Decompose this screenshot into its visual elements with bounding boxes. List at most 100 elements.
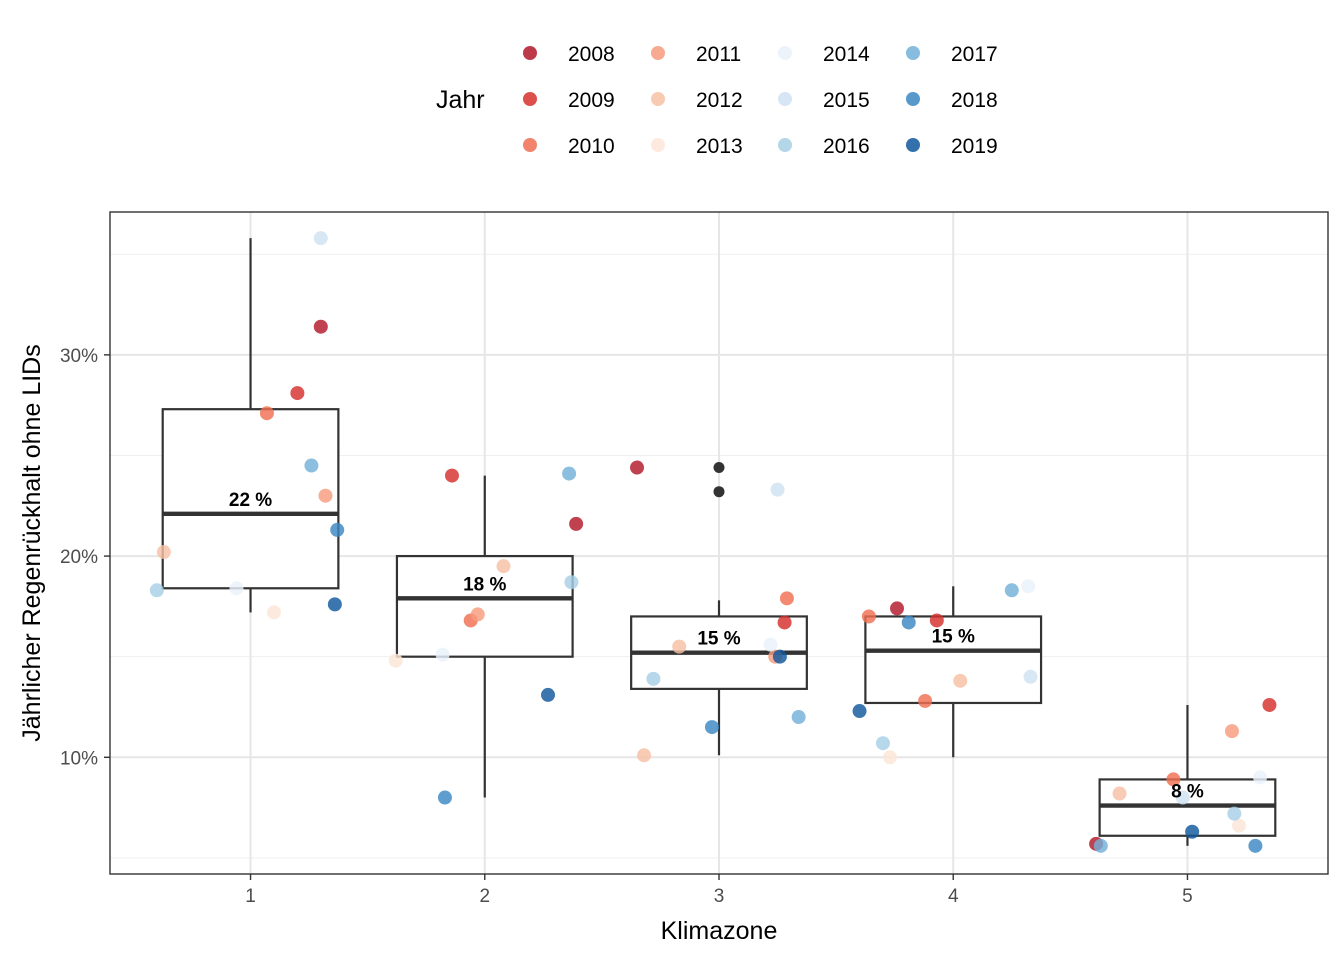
point-2011	[471, 607, 485, 621]
legend-label: 2012	[696, 89, 743, 112]
point-2019	[541, 688, 555, 702]
point-2018	[902, 615, 916, 629]
point-2018	[438, 791, 452, 805]
point-2012	[1113, 787, 1127, 801]
point-2008	[569, 517, 583, 531]
legend-entries: 2008 2009 2010 2011 2012 2013 2014 2015 2016 2017…	[523, 43, 998, 158]
legend-entry-2013: 2013	[651, 135, 743, 158]
x-axis-title: Klimazone	[661, 917, 778, 945]
legend-label: 2019	[951, 135, 998, 158]
x-axis: 1 2 3 4 5	[245, 874, 1193, 907]
legend-key-dot	[778, 92, 792, 106]
x-tick-label: 1	[245, 886, 256, 907]
legend-key-dot	[523, 46, 537, 60]
median-label: 15 %	[932, 627, 975, 648]
outlier-point	[714, 462, 725, 473]
point-2015	[1024, 670, 1038, 684]
point-2014	[764, 638, 778, 652]
point-2010	[862, 609, 876, 623]
point-2017	[1005, 583, 1019, 597]
legend-entry-2017: 2017	[906, 43, 998, 66]
point-2013	[883, 750, 897, 764]
legend-label: 2017	[951, 43, 998, 66]
legend-key-dot	[523, 138, 537, 152]
legend-entry-2008: 2008	[523, 43, 615, 66]
plot-area: 22 % 18 % 15 % 15 % 8 %	[110, 212, 1328, 874]
legend-key-dot	[523, 92, 537, 106]
legend-key-dot	[906, 138, 920, 152]
point-2014	[1253, 770, 1267, 784]
point-2012	[637, 748, 651, 762]
point-2012	[157, 545, 171, 559]
point-2017	[304, 459, 318, 473]
point-2015	[771, 483, 785, 497]
legend-key-dot	[778, 46, 792, 60]
point-2011	[1225, 724, 1239, 738]
legend-entry-2012: 2012	[651, 89, 743, 112]
x-tick-label: 4	[948, 886, 959, 907]
point-2015	[314, 231, 328, 245]
point-2016	[564, 575, 578, 589]
y-axis-title: Jährlicher Regenrückhalt ohne LIDs	[18, 344, 46, 741]
point-2018	[1248, 839, 1262, 853]
point-2014	[229, 581, 243, 595]
legend-key-dot	[778, 138, 792, 152]
point-2009	[290, 386, 304, 400]
point-2008	[630, 461, 644, 475]
legend-label: 2011	[696, 43, 741, 66]
x-tick-label: 2	[479, 886, 490, 907]
point-2016	[646, 672, 660, 686]
point-2019	[773, 650, 787, 664]
legend-label: 2014	[823, 43, 870, 66]
legend-entry-2014: 2014	[778, 43, 870, 66]
point-2018	[330, 523, 344, 537]
point-2017	[562, 467, 576, 481]
point-2009	[778, 615, 792, 629]
median-label: 15 %	[697, 629, 740, 650]
point-2019	[1185, 825, 1199, 839]
point-2011	[318, 489, 332, 503]
legend-entry-2010: 2010	[523, 135, 615, 158]
legend-label: 2013	[696, 135, 743, 158]
y-tick-label: 30%	[60, 346, 98, 367]
point-2018	[705, 720, 719, 734]
y-tick-label: 20%	[60, 547, 98, 568]
legend-key-dot	[906, 92, 920, 106]
legend-title: Jahr	[436, 86, 485, 114]
legend-entry-2015: 2015	[778, 89, 870, 112]
legend-label: 2016	[823, 135, 870, 158]
point-2013	[389, 654, 403, 668]
point-2016	[150, 583, 164, 597]
legend-label: 2010	[568, 135, 615, 158]
point-2014	[1021, 579, 1035, 593]
legend-label: 2009	[568, 89, 615, 112]
point-2016	[1227, 807, 1241, 821]
point-2009	[1262, 698, 1276, 712]
point-2013	[267, 605, 281, 619]
point-2012	[497, 559, 511, 573]
point-2009	[930, 613, 944, 627]
legend-key-dot	[651, 92, 665, 106]
point-2017	[792, 710, 806, 724]
legend-entry-2018: 2018	[906, 89, 998, 112]
legend-label: 2008	[568, 43, 615, 66]
point-2009	[445, 469, 459, 483]
median-label: 22 %	[229, 490, 272, 511]
point-2019	[853, 704, 867, 718]
y-axis: 10%20%30%	[60, 346, 110, 769]
legend-entry-2016: 2016	[778, 135, 870, 158]
point-2017	[1094, 839, 1108, 853]
legend: Jahr 2008 2009 2010 2011 2012 2013 2014 2015 201…	[436, 43, 998, 158]
x-tick-label: 3	[714, 886, 725, 907]
point-2010	[918, 694, 932, 708]
box-iqr	[397, 556, 573, 657]
point-2016	[876, 736, 890, 750]
legend-key-dot	[651, 46, 665, 60]
legend-entry-2009: 2009	[523, 89, 615, 112]
point-2012	[672, 640, 686, 654]
point-2012	[953, 674, 967, 688]
legend-label: 2015	[823, 89, 870, 112]
point-2010	[260, 406, 274, 420]
legend-entry-2011: 2011	[651, 43, 741, 66]
